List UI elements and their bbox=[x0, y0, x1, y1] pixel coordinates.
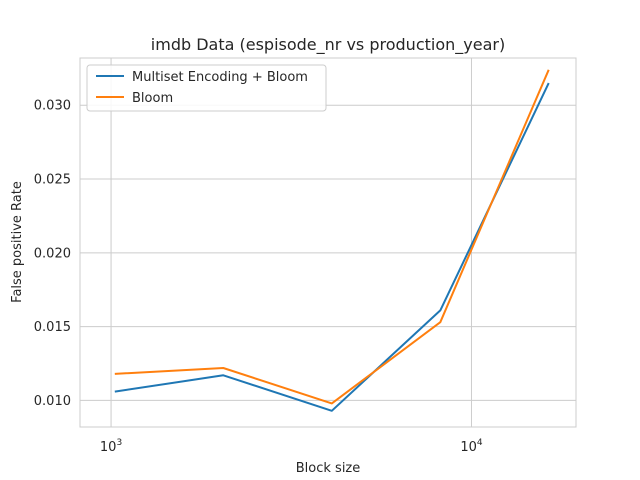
legend: Multiset Encoding + Bloom Bloom bbox=[86, 64, 327, 112]
legend-label-bloom: Bloom bbox=[132, 91, 173, 106]
series-line-multiset bbox=[114, 82, 550, 412]
grid-lines bbox=[80, 58, 576, 427]
legend-box bbox=[86, 64, 327, 112]
y-tick-label: 0.020 bbox=[34, 246, 71, 261]
x-tick-labels: 103 104 bbox=[100, 438, 483, 455]
chart-title: imdb Data (espisode_nr vs production_yea… bbox=[151, 35, 505, 55]
plot-frame bbox=[79, 57, 577, 428]
y-axis-label: False positive Rate bbox=[10, 181, 25, 303]
y-tick-label: 0.030 bbox=[34, 99, 71, 114]
x-tick-label: 104 bbox=[460, 438, 483, 455]
y-tick-label: 0.025 bbox=[34, 173, 71, 188]
series-line-bloom bbox=[114, 69, 550, 405]
legend-label-multiset: Multiset Encoding + Bloom bbox=[132, 70, 308, 85]
plot-background bbox=[80, 58, 576, 427]
series-lines bbox=[114, 69, 550, 412]
y-tick-label: 0.015 bbox=[34, 320, 71, 335]
x-axis-label: Block size bbox=[296, 461, 361, 476]
y-tick-label: 0.010 bbox=[34, 394, 71, 409]
y-tick-labels: 0.010 0.015 0.020 0.025 0.030 bbox=[34, 99, 71, 409]
x-tick-label: 103 bbox=[100, 438, 122, 455]
